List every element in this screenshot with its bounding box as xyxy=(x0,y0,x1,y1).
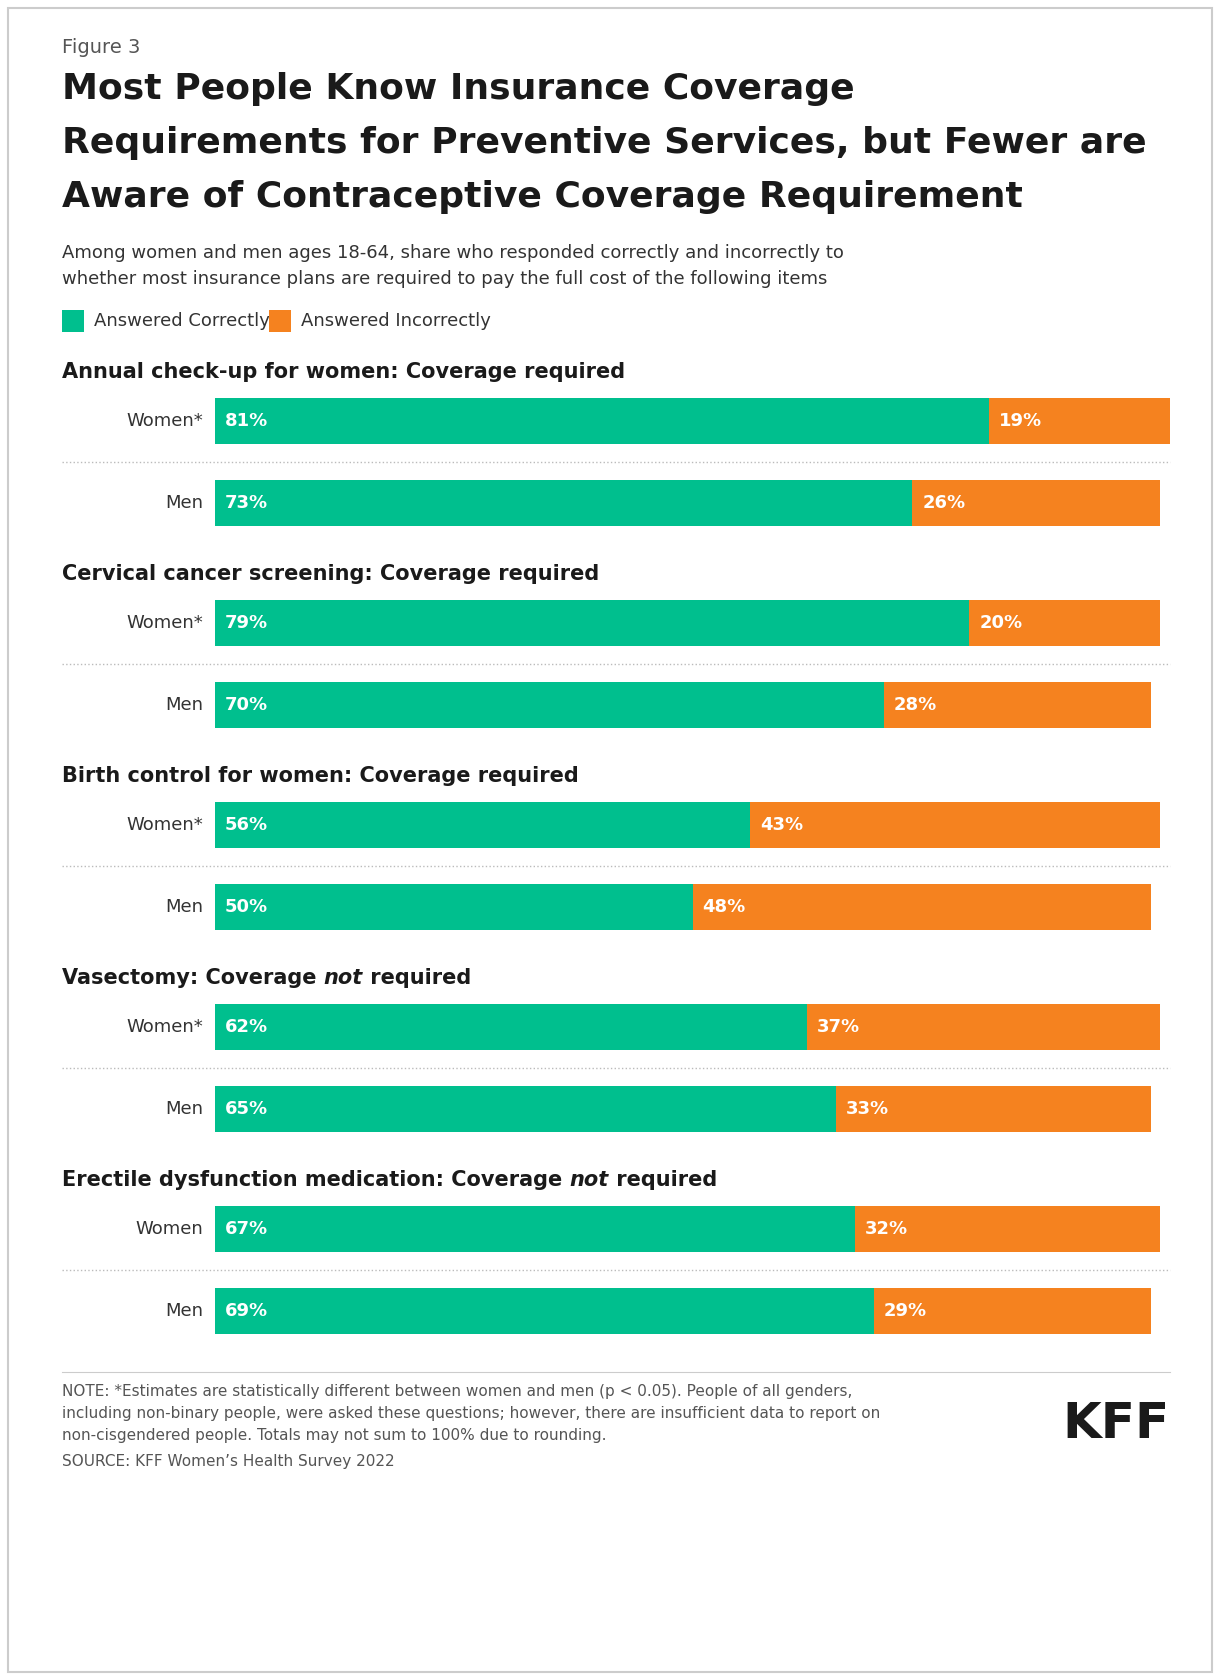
Text: Women*: Women* xyxy=(126,613,203,632)
Bar xyxy=(970,600,1160,647)
Text: 81%: 81% xyxy=(224,412,268,430)
Text: Among women and men ages 18-64, share who responded correctly and incorrectly to: Among women and men ages 18-64, share wh… xyxy=(62,244,844,262)
Bar xyxy=(268,311,292,333)
Text: Answered Correctly: Answered Correctly xyxy=(94,312,270,329)
Bar xyxy=(808,1005,1160,1050)
Text: whether most insurance plans are required to pay the full cost of the following : whether most insurance plans are require… xyxy=(62,270,827,287)
Text: 32%: 32% xyxy=(865,1220,908,1238)
Text: Women*: Women* xyxy=(126,412,203,430)
Bar xyxy=(215,884,693,931)
Text: 62%: 62% xyxy=(224,1018,268,1037)
Text: 37%: 37% xyxy=(817,1018,860,1037)
Bar xyxy=(913,480,1160,526)
Bar xyxy=(62,311,84,333)
Text: Men: Men xyxy=(165,494,203,512)
Text: 20%: 20% xyxy=(980,613,1022,632)
Text: Erectile dysfunction medication: Coverage: Erectile dysfunction medication: Coverag… xyxy=(62,1169,570,1189)
Text: 26%: 26% xyxy=(922,494,965,512)
Text: Men: Men xyxy=(165,1100,203,1117)
Text: Men: Men xyxy=(165,1302,203,1320)
Bar xyxy=(836,1085,1150,1132)
Text: including non-binary people, were asked these questions; however, there are insu: including non-binary people, were asked … xyxy=(62,1406,881,1421)
Text: 79%: 79% xyxy=(224,613,268,632)
Text: Annual check-up for women: Coverage required: Annual check-up for women: Coverage requ… xyxy=(62,361,625,381)
Text: non-cisgendered people. Totals may not sum to 100% due to rounding.: non-cisgendered people. Totals may not s… xyxy=(62,1428,606,1443)
Bar xyxy=(215,1085,836,1132)
Text: Birth control for women: Coverage required: Birth control for women: Coverage requir… xyxy=(62,766,578,786)
Text: 69%: 69% xyxy=(224,1302,268,1320)
Bar xyxy=(215,1289,874,1334)
Text: SOURCE: KFF Women’s Health Survey 2022: SOURCE: KFF Women’s Health Survey 2022 xyxy=(62,1453,394,1468)
Bar xyxy=(693,884,1150,931)
Text: Cervical cancer screening: Coverage required: Cervical cancer screening: Coverage requ… xyxy=(62,564,599,585)
Bar xyxy=(215,398,988,444)
Bar xyxy=(215,1005,808,1050)
Text: 33%: 33% xyxy=(845,1100,889,1117)
Text: 67%: 67% xyxy=(224,1220,268,1238)
Bar xyxy=(988,398,1170,444)
Bar xyxy=(874,1289,1150,1334)
Text: KFF: KFF xyxy=(1063,1399,1170,1448)
Text: Requirements for Preventive Services, but Fewer are: Requirements for Preventive Services, bu… xyxy=(62,126,1147,160)
Text: 70%: 70% xyxy=(224,696,268,714)
Text: 43%: 43% xyxy=(760,816,803,833)
Bar xyxy=(215,600,970,647)
Bar xyxy=(750,801,1160,848)
Bar xyxy=(215,1206,855,1252)
Text: not: not xyxy=(570,1169,609,1189)
Text: Vasectomy: Coverage: Vasectomy: Coverage xyxy=(62,968,323,988)
Text: required: required xyxy=(364,968,471,988)
Text: Answered Incorrectly: Answered Incorrectly xyxy=(301,312,490,329)
Text: 28%: 28% xyxy=(893,696,937,714)
Text: Women*: Women* xyxy=(126,816,203,833)
Text: Figure 3: Figure 3 xyxy=(62,39,140,57)
Text: 48%: 48% xyxy=(703,899,745,916)
Text: Most People Know Insurance Coverage: Most People Know Insurance Coverage xyxy=(62,72,855,106)
Bar xyxy=(883,682,1150,727)
Text: Men: Men xyxy=(165,899,203,916)
Text: Aware of Contraceptive Coverage Requirement: Aware of Contraceptive Coverage Requirem… xyxy=(62,180,1022,213)
Text: not: not xyxy=(323,968,364,988)
Text: 29%: 29% xyxy=(884,1302,927,1320)
Bar xyxy=(215,480,913,526)
Text: NOTE: *Estimates are statistically different between women and men (p < 0.05). P: NOTE: *Estimates are statistically diffe… xyxy=(62,1384,853,1399)
Text: Women: Women xyxy=(135,1220,203,1238)
Text: Women*: Women* xyxy=(126,1018,203,1037)
Text: Men: Men xyxy=(165,696,203,714)
Text: 50%: 50% xyxy=(224,899,268,916)
Bar xyxy=(215,682,883,727)
Text: required: required xyxy=(609,1169,717,1189)
Text: 56%: 56% xyxy=(224,816,268,833)
Text: 65%: 65% xyxy=(224,1100,268,1117)
Text: 73%: 73% xyxy=(224,494,268,512)
Bar xyxy=(215,801,750,848)
Text: 19%: 19% xyxy=(998,412,1042,430)
Bar xyxy=(855,1206,1160,1252)
